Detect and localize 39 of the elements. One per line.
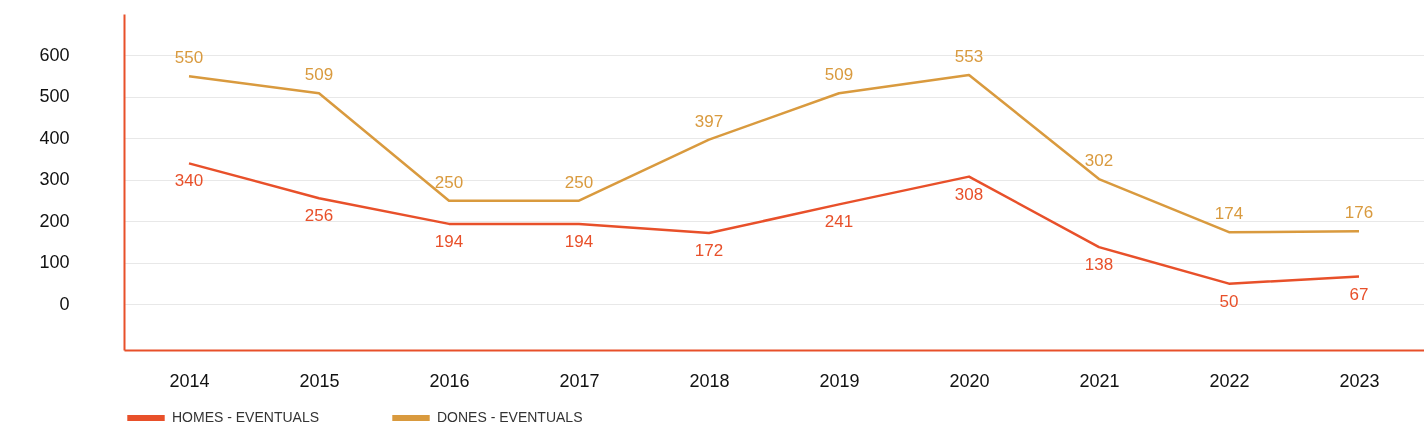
data-label: 174: [1214, 204, 1244, 224]
x-tick-label: 2021: [1079, 370, 1120, 391]
data-label: 50: [1219, 291, 1239, 311]
data-label: 176: [1344, 203, 1374, 223]
data-label: 250: [434, 172, 464, 192]
data-label: 340: [174, 171, 204, 191]
x-tick-label: 2016: [429, 370, 470, 391]
data-label: 553: [954, 46, 984, 66]
legend-label: DONES - EVENTUALS: [437, 409, 583, 425]
data-label: 509: [304, 65, 334, 85]
data-label: 138: [1084, 255, 1114, 275]
x-tick-label: 2022: [1209, 370, 1250, 391]
legend-label: HOMES - EVENTUALS: [172, 409, 320, 425]
data-label: 308: [954, 184, 984, 204]
data-label: 194: [564, 231, 594, 251]
x-tick-label: 2019: [819, 370, 860, 391]
y-tick-label: 200: [39, 210, 70, 231]
x-tick-label: 2015: [299, 370, 340, 391]
data-label: 397: [694, 111, 724, 131]
x-tick-label: 2020: [949, 370, 990, 391]
data-label: 172: [694, 241, 724, 261]
x-tick-label: 2017: [559, 370, 600, 391]
x-tick-label: 2014: [169, 370, 210, 391]
data-label: 550: [174, 48, 204, 68]
data-label: 241: [824, 212, 854, 232]
data-label: 67: [1349, 284, 1369, 304]
y-tick-label: 0: [59, 293, 70, 314]
data-label: 302: [1084, 151, 1114, 171]
y-tick-label: 300: [39, 169, 70, 190]
x-tick-label: 2018: [689, 370, 730, 391]
y-tick-label: 400: [39, 127, 70, 148]
x-tick-label: 2023: [1339, 370, 1380, 391]
y-tick-label: 500: [39, 86, 70, 107]
data-label: 256: [304, 206, 334, 226]
data-label: 194: [434, 231, 464, 251]
y-tick-label: 600: [39, 44, 70, 65]
y-tick-label: 100: [39, 252, 70, 273]
data-label: 250: [564, 172, 594, 192]
data-label: 509: [824, 65, 854, 85]
